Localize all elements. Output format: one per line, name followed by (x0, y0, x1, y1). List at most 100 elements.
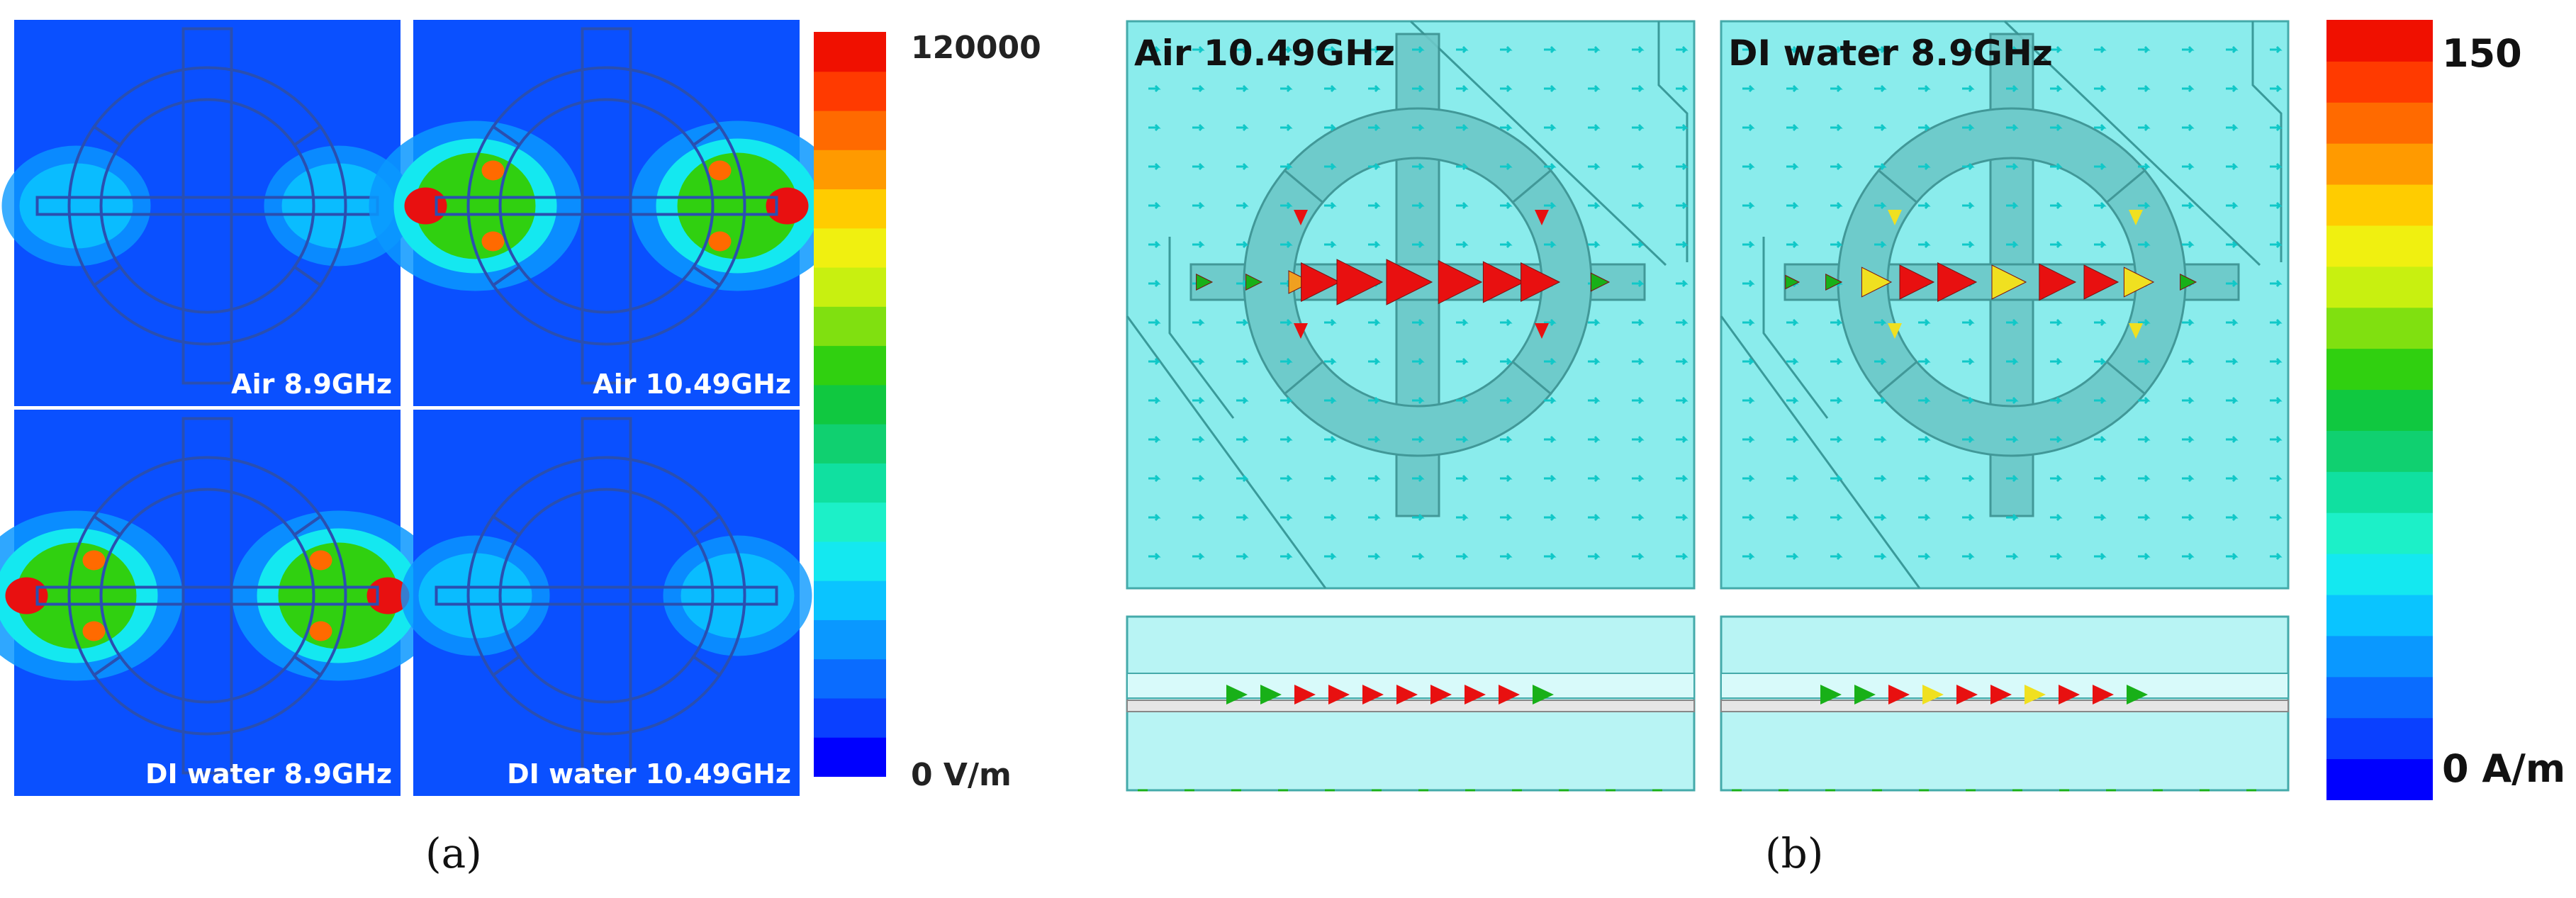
current-arrow-small (1324, 513, 1337, 522)
current-arrow-small (1676, 201, 1689, 210)
colorbar-swatch (2326, 142, 2433, 185)
current-arrow-small (2050, 474, 2063, 483)
current-arrow-small (1676, 513, 1689, 522)
current-arrow-small (1918, 318, 1931, 327)
current-arrow-small (1412, 240, 1425, 249)
current-arrow-small (2006, 435, 2019, 444)
current-arrow-small (2050, 435, 2063, 444)
current-arrow-small (1500, 318, 1513, 327)
current-arrow-small (1500, 45, 1513, 54)
current-arrow-small (1918, 513, 1931, 522)
colorbar-swatch (2326, 348, 2433, 391)
current-arrow-arc (1535, 323, 1549, 339)
current-arrow-small (1918, 240, 1931, 249)
current-arrow-small (2182, 474, 2195, 483)
field-hotspot (82, 550, 106, 571)
current-arrow-small (1962, 357, 1975, 366)
current-arrow-small (2094, 318, 2107, 327)
current-arrow-small (1588, 318, 1601, 327)
current-arrow-small (1676, 240, 1689, 249)
current-arrow-small (1632, 357, 1645, 366)
current-arrow-small (1742, 318, 1755, 327)
colorbar-swatch (2326, 553, 2433, 595)
current-arrow (2039, 263, 2077, 301)
panel-a-colorbar-min-label: 0 V/m (911, 757, 1012, 793)
current-arrow-small (1588, 552, 1601, 561)
current-arrow-small (2270, 396, 2283, 405)
feed-line (1168, 237, 1235, 419)
current-arrow-small (1874, 474, 1887, 483)
panel-b-colorbar-min-label: 0 A/m (2442, 746, 2565, 791)
current-arrow-small (2050, 123, 2063, 132)
current-arrow-small (2050, 552, 2063, 561)
current-arrow (1245, 273, 1263, 291)
field-hotspot (766, 187, 809, 225)
current-arrow-small (1786, 45, 1799, 54)
field-plot-label: DI water 10.49GHz (507, 758, 791, 790)
current-arrow-small (2226, 513, 2239, 522)
colorbar-swatch (2326, 676, 2433, 719)
resonator-arc (1243, 169, 1325, 395)
colorbar-swatch (814, 228, 886, 268)
current-arrow-small (1412, 84, 1425, 93)
current-arrow-small (1632, 201, 1645, 210)
current-arrow-small (1962, 513, 1975, 522)
colorbar-swatch (814, 541, 886, 581)
current-arrow (1937, 262, 1978, 303)
current-arrow-small (1368, 318, 1381, 327)
current-arrow-small (1500, 123, 1513, 132)
field-blob (281, 163, 396, 249)
current-arrow-small (2270, 45, 2283, 54)
current-arrow-small (2006, 84, 2019, 93)
current-arrow-small (1280, 201, 1293, 210)
resonator-arc (466, 514, 522, 678)
field-hotspot (309, 550, 332, 571)
current-arrow-small (2006, 357, 2019, 366)
current-arrow-small (1874, 84, 1887, 93)
current-arrow-small (2138, 474, 2151, 483)
cross-section-arrow (1956, 685, 1978, 705)
current-arrow-small (1368, 357, 1381, 366)
current-arrow-small (2094, 162, 2107, 171)
current-arrow-small (1588, 45, 1601, 54)
cross-section-arrow (1888, 685, 1910, 705)
current-arrow-small (1412, 435, 1425, 444)
current-arrow (1590, 272, 1611, 292)
current-plot-label: Air 10.49GHz (1134, 33, 1395, 74)
current-arrow-small (1830, 201, 1843, 210)
current-arrow-small (1962, 84, 1975, 93)
panel-a-caption: (a) (425, 829, 482, 877)
current-arrow-small (1918, 45, 1931, 54)
current-arrow-small (1192, 357, 1205, 366)
current-arrow (2083, 264, 2119, 300)
current-arrow-small (2182, 357, 2195, 366)
current-arrow-small (1786, 162, 1799, 171)
current-arrow-small (1412, 552, 1425, 561)
current-arrow-small (1874, 396, 1887, 405)
current-arrow-small (2270, 240, 2283, 249)
current-arrow-small (2006, 162, 2019, 171)
cross-section-arrow (1854, 685, 1876, 705)
panel-a-plots: Air 8.9GHz Air 10.49GHz DI water 8.9GHz DI … (0, 20, 844, 796)
field-hotspot (5, 577, 48, 614)
current-arrow-small (2182, 513, 2195, 522)
current-arrow-small (1280, 240, 1293, 249)
current-arrow-small (1588, 396, 1601, 405)
current-arrow-small (2270, 162, 2283, 171)
current-arrow-small (2226, 201, 2239, 210)
current-arrow-small (2050, 84, 2063, 93)
current-arrow-small (1368, 162, 1381, 171)
current-arrow-small (1236, 240, 1249, 249)
current-arrow-small (1962, 552, 1975, 561)
colorbar-swatch (814, 149, 886, 190)
current-arrow-small (1874, 123, 1887, 132)
colorbar-swatch (2326, 758, 2433, 800)
current-arrow-small (2094, 435, 2107, 444)
current-arrow-small (1830, 357, 1843, 366)
cross-section-arrow (1396, 685, 1418, 705)
current-arrow-small (1192, 513, 1205, 522)
current-arrow-small (1412, 162, 1425, 171)
current-arrow (1482, 261, 1525, 303)
colorbar-swatch (814, 71, 886, 111)
current-arrow-arc (1888, 210, 1902, 225)
